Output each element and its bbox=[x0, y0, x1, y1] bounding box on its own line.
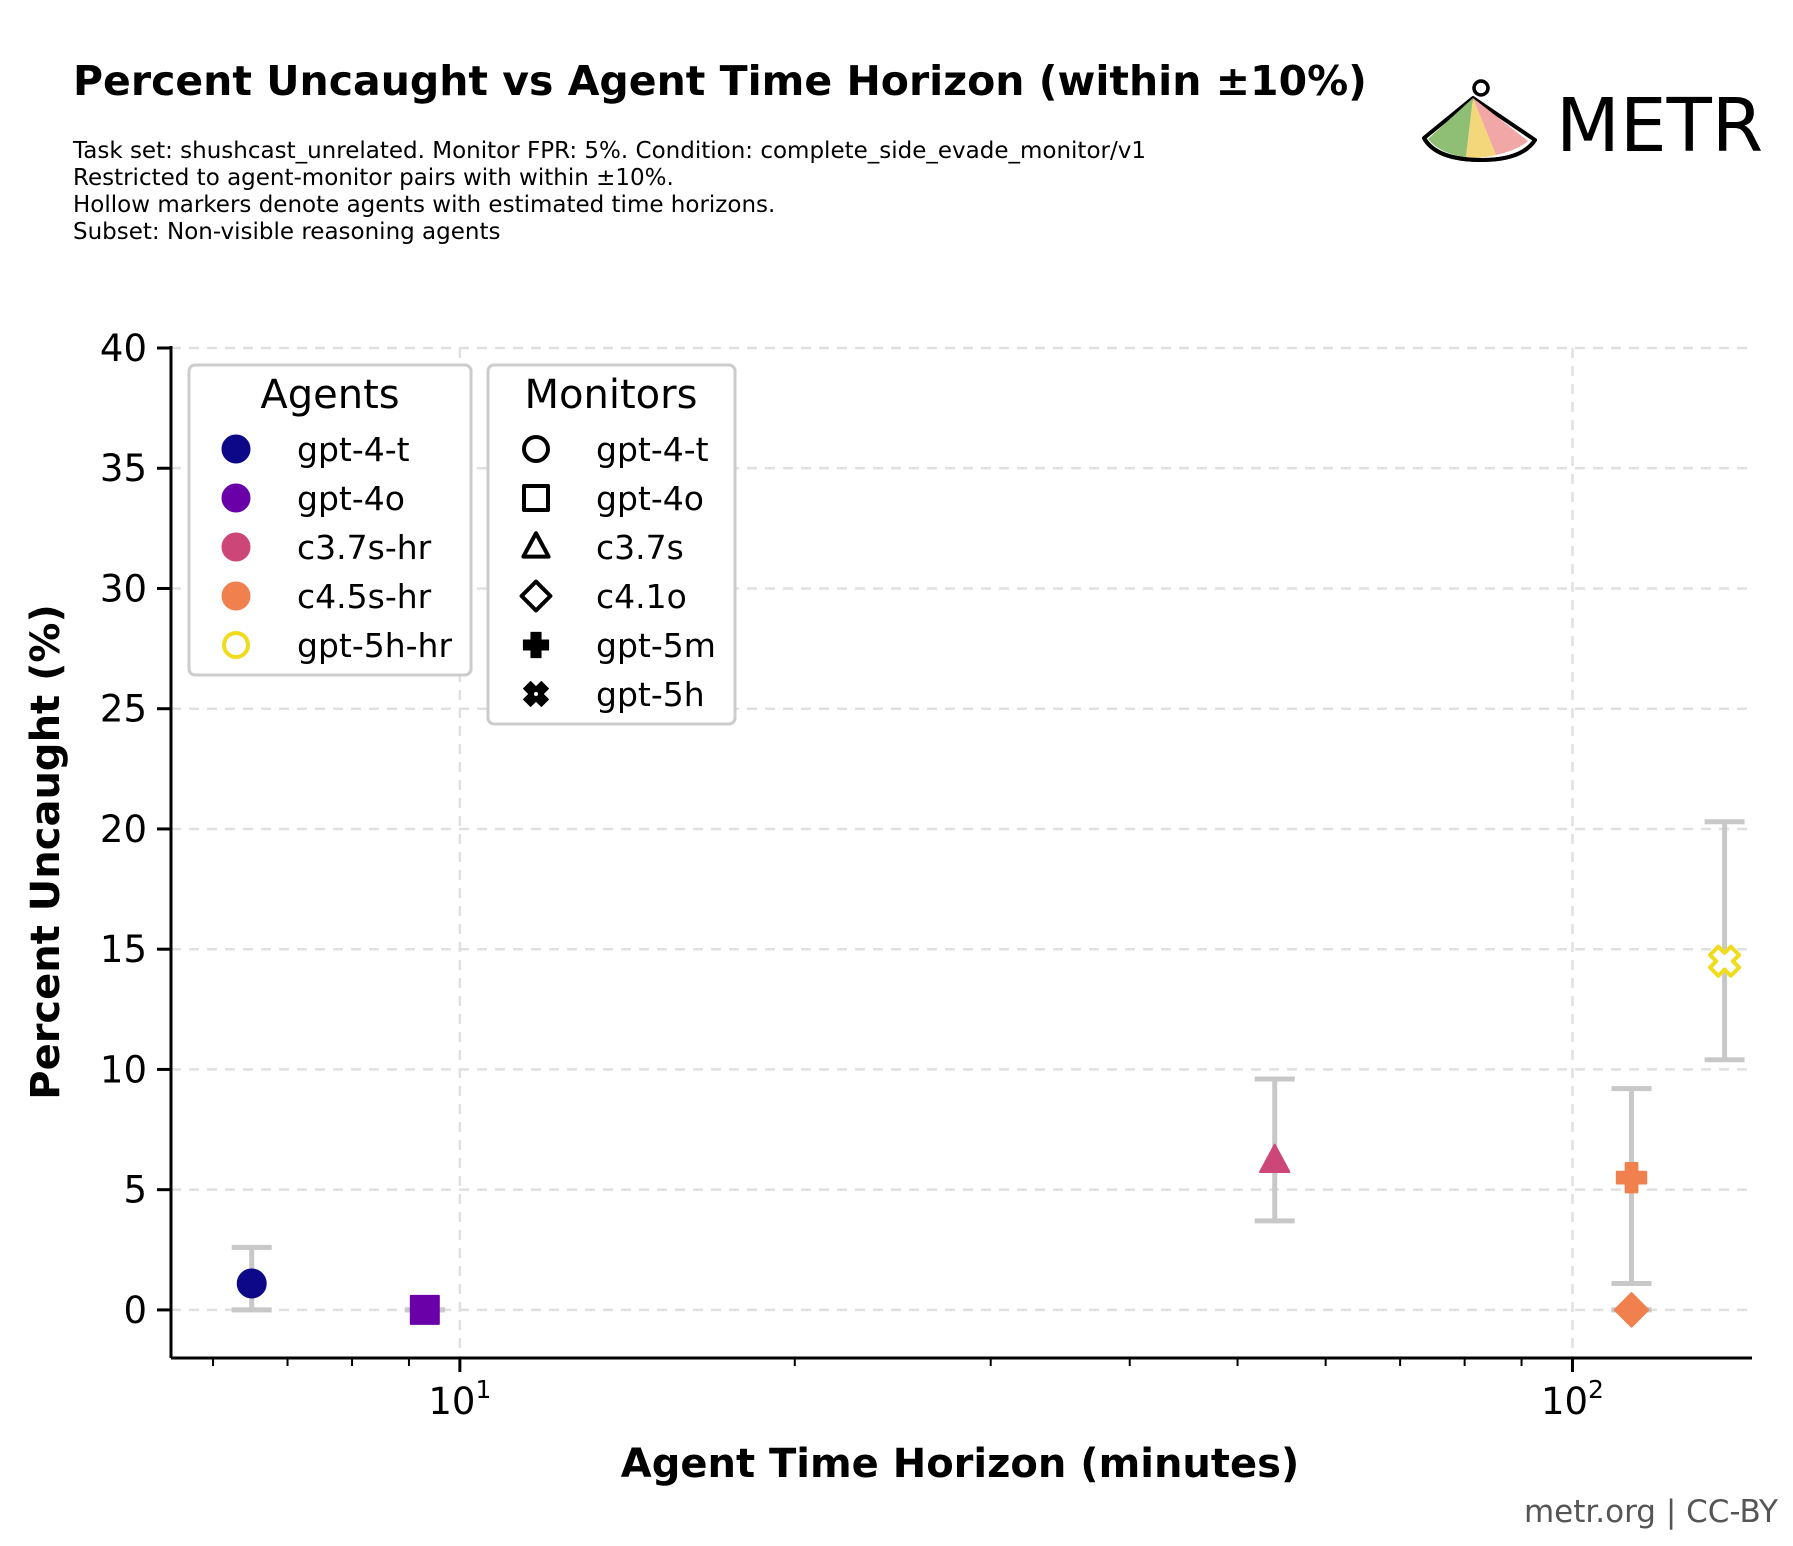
legend-agent-item: gpt-5h-hr bbox=[222, 626, 452, 665]
legend-monitor-x-center bbox=[534, 692, 538, 696]
data-point-gpt-4-t-gpt-4-t bbox=[236, 1268, 267, 1299]
credit-text: metr.org | CC-BY bbox=[1524, 1494, 1778, 1530]
legend-agents: Agents gpt-4-t gpt-4o c3.7s-hr c4.5s-hr gpt-… bbox=[187, 363, 473, 677]
legend-monitor-marker-plus-icon bbox=[522, 631, 550, 659]
legend-monitor-label: gpt-5h bbox=[596, 675, 705, 714]
y-tick-label: 30 bbox=[100, 567, 147, 610]
data-point-c4.5s-hr-c4.1o bbox=[1613, 1292, 1650, 1328]
legend-monitor-item: gpt-4o bbox=[522, 479, 704, 518]
y-axis-ticks: 0 5 10 15 20 25 30 35 40 bbox=[100, 327, 171, 1332]
legend-agent-swatch bbox=[221, 581, 251, 611]
legend-monitor-label: c4.1o bbox=[596, 577, 687, 616]
legend-agent-item: gpt-4-t bbox=[221, 430, 410, 469]
metr-logo-text: METR bbox=[1556, 83, 1763, 169]
data-point-c3.7s-hr-c3.7s bbox=[1259, 1143, 1291, 1174]
legend-agent-label: gpt-4o bbox=[297, 479, 405, 518]
legend-monitors: Monitors gpt-4-t gpt-4o c3.7s c4.1o gpt-5m gp… bbox=[486, 363, 737, 726]
legend-monitor-label: gpt-4o bbox=[596, 479, 704, 518]
x-tick-label: 102 bbox=[1541, 1375, 1604, 1423]
legend-agent-label: gpt-4-t bbox=[297, 430, 410, 469]
legend-monitor-item: gpt-5m bbox=[522, 626, 716, 665]
legend-monitor-marker-square-icon bbox=[522, 484, 550, 512]
y-tick-label: 40 bbox=[100, 327, 147, 370]
legend-monitor-label: gpt-5m bbox=[596, 626, 716, 665]
legend-agent-item: c4.5s-hr bbox=[221, 577, 432, 616]
legend-monitor-marker-circle-icon bbox=[522, 435, 550, 463]
data-points bbox=[236, 944, 1742, 1328]
legend-agent-label: c4.5s-hr bbox=[297, 577, 432, 616]
legend-monitor-label: gpt-4-t bbox=[596, 430, 709, 469]
y-tick-label: 20 bbox=[100, 808, 147, 851]
error-bar-gpt-5h-hr-gpt-5h bbox=[1704, 819, 1745, 1063]
y-axis-label: Percent Uncaught (%) bbox=[23, 604, 69, 1099]
y-tick-label: 15 bbox=[100, 928, 147, 971]
chart-title: Percent Uncaught vs Agent Time Horizon (… bbox=[73, 57, 1367, 105]
metr-logo-icon bbox=[1422, 79, 1537, 163]
legend-agent-item: gpt-4o bbox=[221, 479, 405, 518]
y-tick-label: 5 bbox=[123, 1169, 147, 1212]
legend-agent-swatch bbox=[221, 483, 251, 513]
legend-monitor-label: c3.7s bbox=[596, 528, 684, 567]
legend-agent-swatch bbox=[221, 434, 251, 464]
y-tick-label: 0 bbox=[123, 1289, 147, 1332]
y-tick-label: 10 bbox=[100, 1048, 147, 1091]
x-axis-label: Agent Time Horizon (minutes) bbox=[621, 1441, 1300, 1487]
legend-agent-item: c3.7s-hr bbox=[221, 528, 432, 567]
y-tick-label: 25 bbox=[100, 688, 147, 731]
legend-monitor-item: c4.1o bbox=[519, 577, 687, 616]
data-point-gpt-5h-hr-gpt-5h bbox=[1708, 944, 1742, 978]
chart-subtitle-line-3: Hollow markers denote agents with estima… bbox=[73, 192, 775, 218]
legend-monitor-marker-diamond-icon bbox=[519, 579, 553, 613]
legend-monitors-frame bbox=[486, 363, 737, 726]
chart-subtitle-line-1: Task set: shushcast_unrelated. Monitor F… bbox=[72, 138, 1146, 164]
legend-agent-label: gpt-5h-hr bbox=[297, 626, 452, 665]
legend-agent-swatch bbox=[221, 532, 251, 562]
legend-agents-frame bbox=[187, 363, 473, 677]
legend-agent-label: c3.7s-hr bbox=[297, 528, 432, 567]
chart-subtitle-line-4: Subset: Non-visible reasoning agents bbox=[73, 219, 500, 245]
legend-monitor-item: c3.7s bbox=[521, 528, 684, 567]
chart-subtitle-line-2: Restricted to agent-monitor pairs with w… bbox=[73, 165, 674, 191]
legend-monitor-item: gpt-4-t bbox=[522, 430, 709, 469]
metr-logo: METR bbox=[1422, 79, 1763, 169]
legend-agent-swatch bbox=[222, 631, 250, 659]
x-tick-label: 101 bbox=[428, 1375, 491, 1423]
legend-agents-title: Agents bbox=[260, 372, 399, 418]
x-axis-ticks: 101 102 bbox=[212, 1358, 1604, 1423]
legend-monitor-marker-triangle-icon bbox=[521, 531, 551, 559]
data-point-gpt-4o-gpt-4o bbox=[409, 1294, 440, 1325]
legend-monitors-title: Monitors bbox=[525, 372, 698, 418]
legend-monitor-item: gpt-5h bbox=[523, 675, 705, 714]
y-tick-label: 35 bbox=[100, 447, 147, 490]
data-point-c4.5s-hr-gpt-5m bbox=[1615, 1161, 1648, 1194]
